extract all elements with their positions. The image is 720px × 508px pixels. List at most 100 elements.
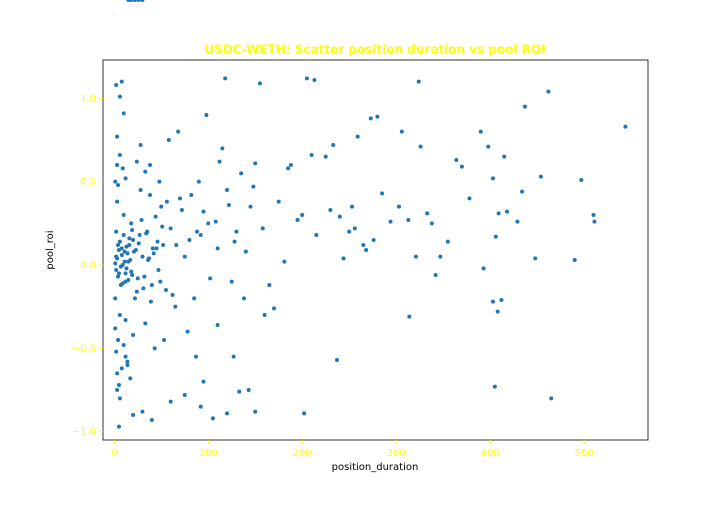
point	[149, 283, 154, 287]
point	[493, 234, 498, 239]
point	[131, 333, 136, 337]
point	[148, 299, 153, 304]
point	[406, 218, 411, 222]
point	[208, 276, 213, 281]
point	[154, 246, 159, 251]
point	[438, 254, 443, 259]
point	[425, 211, 430, 216]
point	[131, 413, 136, 417]
point	[375, 114, 380, 119]
point	[445, 239, 450, 244]
point	[127, 236, 132, 241]
point	[164, 199, 169, 204]
point	[505, 209, 510, 214]
point	[147, 193, 152, 197]
point	[182, 254, 187, 259]
point	[248, 204, 253, 209]
x-tick-label: 400	[481, 448, 500, 459]
point	[495, 309, 500, 314]
point	[115, 199, 120, 204]
point	[314, 233, 319, 237]
point	[341, 256, 346, 261]
point	[147, 256, 152, 261]
x-tick-label: 100	[199, 448, 218, 459]
point	[251, 184, 256, 189]
point	[194, 229, 199, 234]
point	[130, 228, 135, 232]
point	[140, 409, 145, 414]
point	[257, 81, 262, 86]
point	[117, 239, 122, 244]
point	[114, 268, 119, 272]
point	[156, 268, 161, 272]
point	[129, 269, 134, 274]
point	[116, 424, 121, 429]
point	[143, 169, 148, 174]
point	[130, 273, 135, 277]
point	[225, 188, 230, 192]
point	[118, 264, 123, 269]
point	[213, 219, 218, 224]
point	[151, 251, 156, 256]
point	[204, 113, 209, 117]
point	[302, 411, 307, 416]
point	[144, 231, 149, 236]
point	[136, 0, 141, 2]
point	[117, 153, 122, 157]
point	[592, 219, 597, 224]
point	[198, 404, 203, 409]
point	[380, 191, 385, 196]
point	[115, 256, 120, 261]
point	[116, 274, 121, 279]
point	[115, 134, 120, 139]
point	[120, 281, 125, 286]
point	[125, 251, 130, 256]
point	[215, 246, 220, 251]
y-tick-label: 0.5	[80, 177, 96, 188]
point	[113, 179, 118, 184]
point	[121, 343, 126, 347]
point	[429, 221, 434, 226]
point	[128, 258, 133, 262]
point	[416, 79, 421, 84]
point	[158, 279, 163, 284]
point	[267, 283, 272, 287]
point	[123, 318, 128, 322]
point	[486, 144, 491, 149]
y-tick-label: −0.5	[72, 343, 96, 354]
point	[467, 196, 472, 201]
point	[125, 359, 130, 364]
x-tick-label: 500	[575, 448, 594, 459]
point	[331, 143, 336, 147]
point	[152, 346, 157, 351]
point	[549, 396, 554, 401]
point	[113, 261, 118, 266]
point	[418, 144, 423, 149]
point	[201, 209, 206, 214]
point	[496, 211, 501, 216]
point	[499, 298, 504, 302]
point	[134, 159, 139, 164]
point	[223, 76, 228, 81]
point	[178, 196, 183, 201]
point	[371, 238, 376, 242]
point	[368, 116, 373, 121]
point	[136, 241, 141, 246]
y-tick-label: 0.0	[80, 260, 96, 271]
point	[115, 388, 120, 392]
point	[286, 166, 291, 171]
point	[168, 226, 173, 231]
point	[210, 416, 215, 421]
point	[304, 76, 309, 81]
point	[125, 363, 130, 367]
point	[198, 233, 203, 237]
point	[206, 221, 211, 226]
point	[237, 389, 242, 394]
point	[116, 383, 121, 387]
point	[196, 179, 201, 184]
point	[138, 143, 143, 147]
point	[114, 349, 119, 354]
point	[137, 233, 142, 237]
point	[116, 243, 121, 247]
